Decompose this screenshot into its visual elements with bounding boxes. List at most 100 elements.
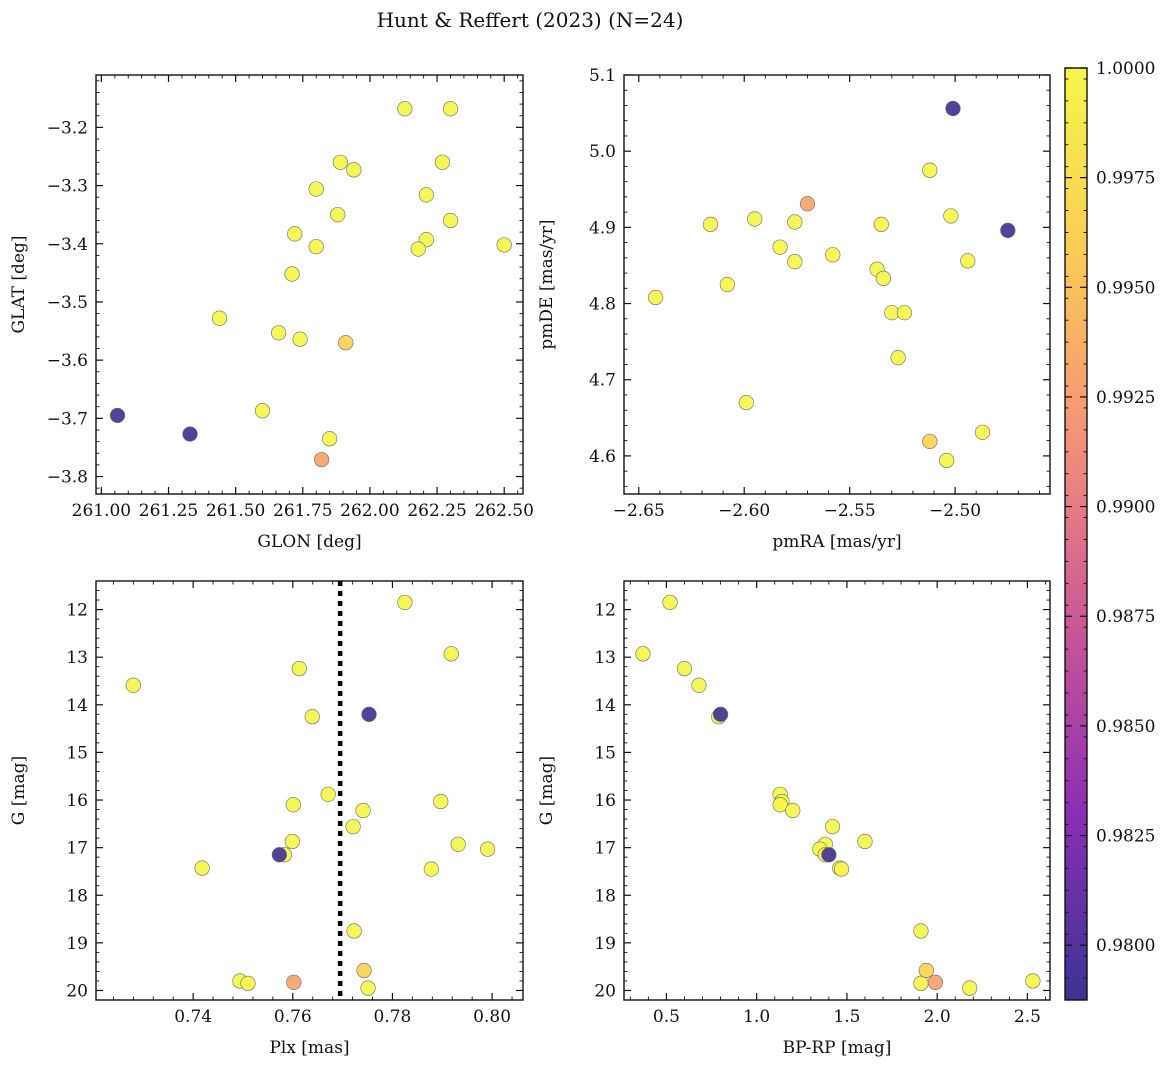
data-point bbox=[875, 270, 891, 287]
data-point bbox=[355, 802, 371, 819]
data-point bbox=[361, 706, 377, 722]
y-tick-label: 19 bbox=[66, 934, 88, 954]
x-tick-label: 0.74 bbox=[174, 1007, 212, 1027]
data-point bbox=[450, 836, 466, 852]
x-tick-label: −2.60 bbox=[718, 501, 770, 521]
data-point bbox=[442, 101, 459, 117]
scatter-points bbox=[635, 594, 1041, 996]
data-point bbox=[719, 276, 735, 293]
scatter-points bbox=[648, 100, 1016, 469]
colorbar-tick-label: 0.9825 bbox=[1096, 827, 1155, 847]
data-point bbox=[974, 424, 991, 440]
y-axis-label: GLAT [deg] bbox=[9, 235, 29, 333]
x-tick-label: −2.50 bbox=[929, 501, 981, 521]
x-tick-label: 262.50 bbox=[474, 501, 533, 521]
panel-glon-glat: 261.00 261.25 261.50 261.75 262.00 262.25 262.… bbox=[9, 74, 534, 552]
data-point bbox=[292, 331, 308, 347]
y-tick-label: 19 bbox=[594, 934, 616, 954]
y-tick-label: 4.7 bbox=[589, 371, 616, 391]
data-point bbox=[330, 207, 346, 223]
data-point bbox=[286, 974, 302, 990]
data-point bbox=[271, 847, 287, 863]
x-axis-label: pmRA [mas/yr] bbox=[772, 532, 901, 552]
data-point bbox=[443, 646, 459, 662]
y-tick-label: 17 bbox=[594, 839, 616, 859]
data-point bbox=[913, 923, 929, 939]
x-tick-label: 2.0 bbox=[924, 1007, 951, 1027]
x-tick-label: 262.25 bbox=[407, 501, 466, 521]
data-point bbox=[182, 426, 198, 442]
panel-plx-g: 0.74 0.76 0.78 0.80 12 13 14 15 16 17 18 19 20 Plx [m… bbox=[9, 580, 524, 1058]
y-tick-label: 13 bbox=[66, 648, 88, 668]
y-tick-label: 15 bbox=[66, 743, 88, 763]
colorbar-tick-label: 0.9950 bbox=[1096, 278, 1155, 298]
x-tick-label: 261.00 bbox=[72, 501, 131, 521]
y-axis-label: G [mag] bbox=[537, 756, 557, 825]
panel-pmra-pmde: −2.65 −2.60 −2.55 −2.50 4.6 4.7 4.8 4.9 5.0 5.1 pm… bbox=[537, 66, 1051, 552]
data-point bbox=[397, 594, 413, 611]
y-tick-label: −3.7 bbox=[47, 409, 88, 429]
x-axis-label: GLON [deg] bbox=[257, 532, 361, 552]
y-tick-label: −3.8 bbox=[47, 468, 88, 488]
data-point bbox=[308, 239, 324, 255]
x-tick-label: 261.50 bbox=[206, 501, 265, 521]
data-point bbox=[211, 310, 228, 326]
x-tick-label: 1.5 bbox=[833, 1007, 860, 1027]
data-point bbox=[1025, 973, 1041, 989]
data-point bbox=[360, 980, 376, 996]
data-point bbox=[939, 452, 955, 469]
data-point bbox=[772, 797, 788, 813]
y-tick-label: −3.2 bbox=[47, 118, 88, 138]
data-point bbox=[635, 646, 651, 662]
x-tick-label: 0.76 bbox=[274, 1007, 312, 1027]
data-point bbox=[434, 154, 451, 170]
data-point bbox=[945, 100, 961, 117]
data-point bbox=[240, 975, 256, 991]
data-point bbox=[308, 181, 324, 197]
data-point bbox=[799, 196, 816, 212]
x-tick-label: −2.65 bbox=[613, 501, 665, 521]
colorbar-tick-label: 0.9800 bbox=[1096, 936, 1155, 956]
scatter-points bbox=[125, 594, 496, 996]
y-tick-label: 13 bbox=[594, 648, 616, 668]
x-tick-label: 0.78 bbox=[374, 1007, 412, 1027]
data-point bbox=[922, 433, 938, 450]
y-tick-label: 15 bbox=[594, 743, 616, 763]
colorbar-frame bbox=[1064, 67, 1088, 1001]
y-tick-label: 5.0 bbox=[589, 142, 616, 162]
x-tick-label: −2.55 bbox=[824, 501, 876, 521]
data-point bbox=[287, 226, 303, 242]
data-point bbox=[896, 305, 913, 321]
x-axis-label: BP-RP [mag] bbox=[783, 1038, 892, 1058]
y-axis-label: pmDE [mas/yr] bbox=[537, 219, 557, 349]
data-point bbox=[320, 786, 336, 802]
colorbar: 0.9800 0.9825 0.9850 0.9875 0.9900 0.9925 0.99… bbox=[1064, 59, 1155, 1001]
x-tick-label: 2.5 bbox=[1014, 1007, 1041, 1027]
data-point bbox=[676, 661, 693, 677]
data-point bbox=[890, 350, 906, 366]
data-point bbox=[927, 974, 943, 990]
y-tick-label: 16 bbox=[594, 791, 616, 811]
data-point bbox=[873, 216, 889, 232]
data-point bbox=[702, 216, 719, 232]
data-point bbox=[943, 208, 959, 224]
axes-frame bbox=[95, 580, 524, 1001]
axes-frame bbox=[623, 74, 1051, 495]
data-point bbox=[962, 980, 978, 996]
data-point bbox=[496, 237, 512, 253]
data-point bbox=[338, 335, 354, 351]
data-point bbox=[194, 860, 210, 876]
x-tick-label: 261.25 bbox=[139, 501, 198, 521]
data-point bbox=[291, 661, 307, 677]
data-point bbox=[322, 431, 338, 447]
y-tick-label: 20 bbox=[594, 981, 616, 1001]
y-tick-label: 5.1 bbox=[589, 66, 616, 86]
y-tick-label: 20 bbox=[66, 981, 88, 1001]
y-tick-label: 14 bbox=[66, 696, 88, 716]
x-tick-label: 1.0 bbox=[743, 1007, 770, 1027]
data-point bbox=[442, 212, 459, 229]
data-point bbox=[285, 797, 301, 813]
data-point bbox=[125, 677, 141, 693]
colorbar-tick-label: 0.9900 bbox=[1096, 498, 1155, 518]
data-point bbox=[284, 833, 300, 850]
